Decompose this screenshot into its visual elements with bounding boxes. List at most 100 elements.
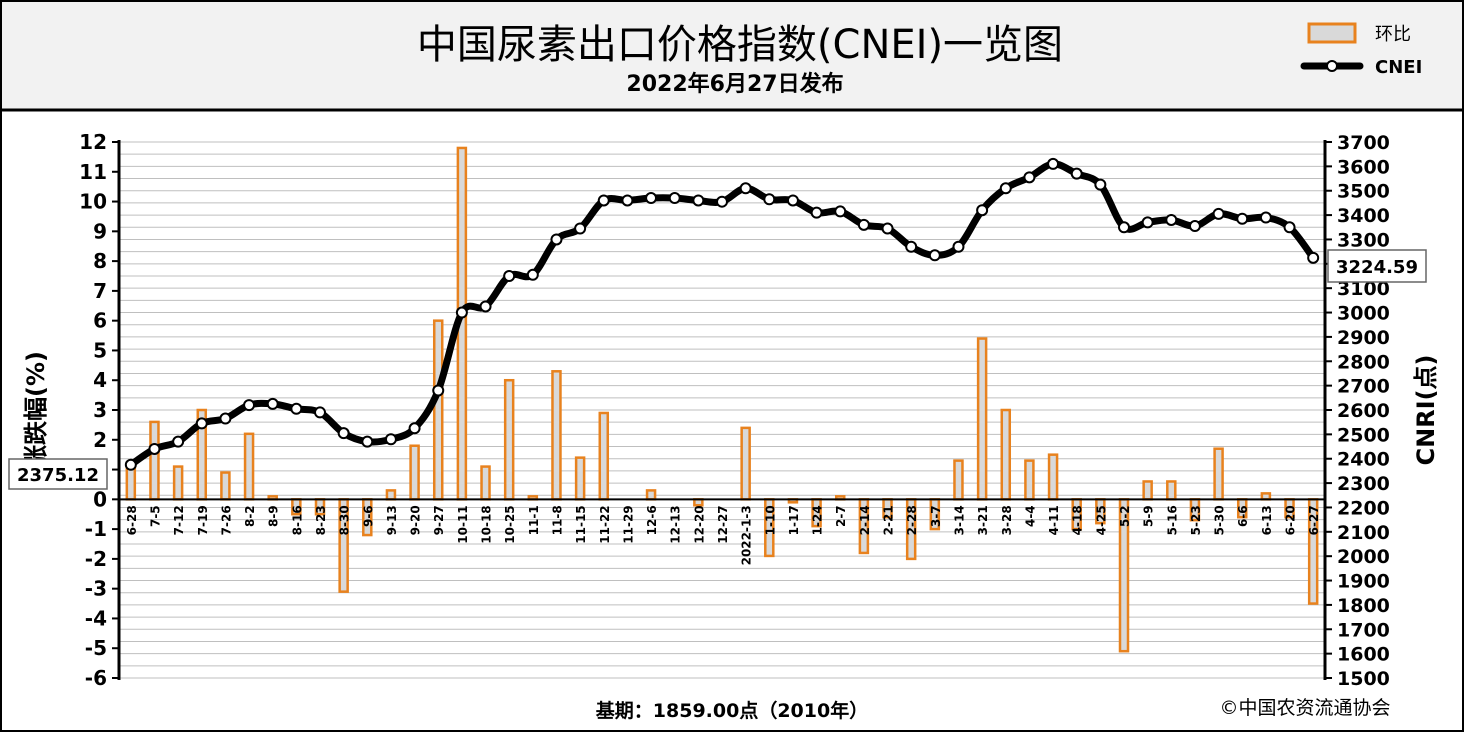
copyright-note: ©中国农资流通协会: [1219, 697, 1390, 719]
bar-5-30: [1213, 447, 1224, 501]
cnei-point-6-28: [124, 458, 137, 471]
cnei-point-3-28: [999, 182, 1012, 195]
cnei-point-11-22: [597, 194, 610, 207]
cnei-point-8-30: [337, 427, 350, 440]
cnei-point-4-11: [1047, 157, 1060, 170]
y-right-tick-label: 2600: [1337, 400, 1390, 422]
x-tick-label: 1-24: [811, 505, 825, 535]
x-tick-label: 7-19: [196, 505, 210, 535]
cnei-point-7-5: [148, 442, 161, 455]
x-tick-label: 8-2: [243, 505, 257, 527]
y-left-tick-label: 3: [93, 398, 107, 422]
x-tick-label: 6-27: [1307, 505, 1321, 535]
x-tick-label: 5-9: [1142, 505, 1156, 527]
chart-title: 中国尿素出口价格指数(CNEI)一览图: [417, 22, 1063, 68]
cnei-point-11-8: [550, 233, 563, 246]
x-tick-label: 1-10: [763, 505, 777, 535]
y-right-tick-label: 3400: [1337, 205, 1390, 227]
legend-line-marker: [1326, 60, 1338, 72]
y-right-tick-label: 3000: [1337, 303, 1390, 325]
y-right-tick-label: 2000: [1337, 546, 1390, 568]
cnei-point-11-15: [574, 222, 587, 235]
y-right-tick-label: 1800: [1337, 595, 1390, 617]
x-tick-label: 2-21: [882, 505, 896, 535]
x-tick-label: 2-14: [858, 505, 872, 535]
x-tick-label: 10-18: [480, 505, 494, 543]
x-tick-label: 2-28: [905, 505, 919, 535]
y-right-tick-label: 1600: [1337, 644, 1390, 666]
x-tick-label: 8-23: [314, 505, 328, 535]
cnei-point-8-2: [243, 399, 256, 412]
x-tick-label: 3-28: [1000, 505, 1014, 535]
y-left-tick-label: 8: [93, 249, 107, 273]
y-left-tick-label: 0: [93, 487, 107, 511]
cnei-point-4-4: [1023, 171, 1036, 184]
cnei-point-9-6: [361, 435, 374, 448]
bar-11-22: [598, 411, 610, 501]
x-tick-label: 6-6: [1236, 505, 1250, 527]
x-tick-label: 9-6: [361, 505, 375, 527]
x-tick-label: 4-11: [1047, 505, 1061, 535]
cnei-point-11-29: [621, 194, 634, 207]
y-right-tick-label: 2800: [1337, 351, 1390, 373]
header-band: [2, 2, 1462, 109]
bar-9-20: [409, 444, 420, 501]
x-tick-label: 2022-1-3: [740, 505, 754, 565]
y-left-tick-label: 2: [93, 428, 107, 452]
y-right-tick-label: 3600: [1337, 156, 1390, 178]
cnei-point-9-27: [432, 384, 445, 397]
last-value-callout: 3224.59: [1327, 249, 1427, 283]
cnei-point-3-14: [952, 240, 965, 253]
y-left-tick-label: -6: [85, 666, 107, 690]
cnei-point-5-2: [1118, 221, 1130, 234]
cnei-point-5-16: [1165, 213, 1178, 226]
y-left-tick-label: 12: [79, 130, 107, 154]
x-tick-label: 6-28: [125, 505, 139, 535]
legend-bar-swatch: [1307, 22, 1357, 44]
x-tick-label: 5-16: [1165, 505, 1179, 535]
y-right-tick-label: 1700: [1337, 619, 1390, 641]
cnei-point-1-10: [763, 193, 776, 206]
cnei-point-2-7: [834, 205, 847, 218]
bar-7-12: [172, 465, 184, 501]
cnei-point-10-11: [455, 306, 468, 319]
y-left-tick-label: 9: [93, 219, 107, 243]
x-tick-label: 6-20: [1284, 505, 1298, 535]
cnei-point-5-9: [1141, 216, 1154, 229]
cnei-point-8-9: [266, 397, 279, 410]
bar-5-9: [1142, 480, 1153, 501]
cnei-point-2-21: [881, 222, 894, 235]
x-tick-label: 11-22: [598, 505, 612, 543]
cnei-point-10-25: [503, 270, 516, 282]
legend-bar-label: 环比: [1375, 24, 1411, 45]
y-left-tick-label: 5: [93, 338, 107, 362]
cnei-point-5-30: [1212, 207, 1225, 220]
cnei-point-3-7: [928, 249, 941, 262]
bar-10-25: [503, 378, 515, 501]
y-right-tick-label: 3300: [1337, 229, 1390, 251]
y-left-tick-label: -3: [85, 577, 107, 601]
x-tick-label: 10-11: [456, 505, 470, 543]
y-left-tick-label: -2: [85, 547, 107, 571]
x-tick-label: 3-14: [952, 505, 966, 535]
x-tick-label: 12-20: [692, 505, 706, 543]
cnei-point-12-13: [668, 192, 681, 205]
x-tick-label: 2-7: [834, 505, 848, 527]
bar-9-27: [432, 319, 444, 501]
x-tick-label: 7-12: [172, 505, 186, 535]
y-left-tick-label: 11: [79, 160, 107, 184]
x-tick-label: 11-29: [621, 505, 635, 543]
y-right-tick-label: 3700: [1337, 132, 1390, 154]
bar-4-4: [1024, 459, 1035, 501]
x-tick-label: 12-13: [669, 505, 683, 543]
cnei-point-11-1: [526, 268, 539, 281]
grid-layer: [119, 141, 1325, 679]
x-tick-label: 9-27: [432, 505, 446, 535]
x-tick-label: 11-8: [550, 505, 564, 535]
y-right-tick-label: 2400: [1337, 449, 1390, 471]
x-tick-label: 8-16: [290, 505, 304, 535]
x-tick-label: 8-30: [338, 505, 352, 535]
bar-9-13: [385, 489, 397, 501]
y-right-tick-label: 2100: [1337, 522, 1390, 544]
x-tick-label: 9-20: [409, 505, 423, 535]
